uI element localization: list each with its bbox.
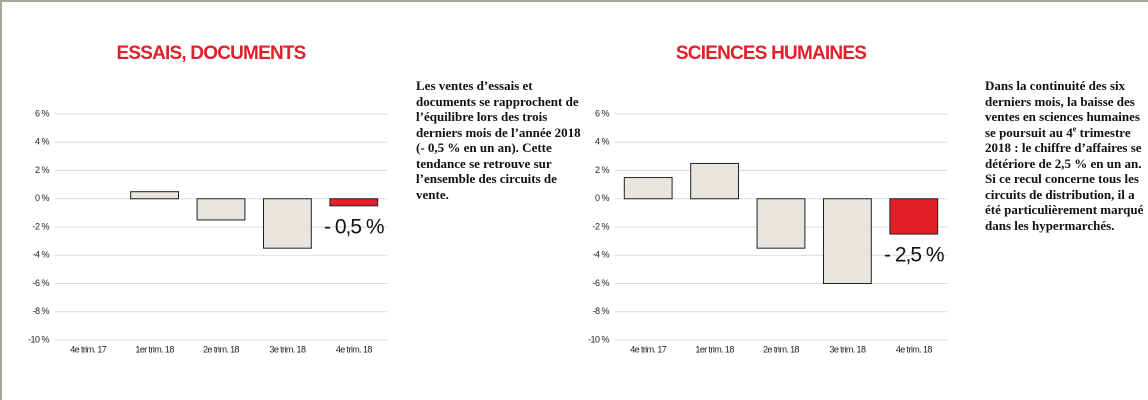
- y-tick-label: 2 %: [35, 165, 50, 175]
- x-tick-label: 3e trim. 18: [269, 344, 306, 354]
- y-tick-label: -8 %: [592, 306, 609, 316]
- y-tick-label: 6 %: [35, 108, 50, 118]
- y-tick-label: 4 %: [35, 137, 50, 147]
- x-tick-label: 4e trim. 18: [336, 344, 373, 354]
- bar: [130, 191, 180, 200]
- bar: [690, 162, 740, 200]
- x-tick-label: 1er trim. 18: [695, 344, 734, 354]
- note: Dans la continuité des six derniers mois…: [985, 78, 1145, 233]
- data-label: - 2,5 %: [884, 244, 944, 267]
- bar: [329, 198, 379, 207]
- x-tick-label: 4e trim. 18: [896, 344, 933, 354]
- bar: [262, 198, 312, 249]
- superscript: e: [1072, 124, 1077, 134]
- y-tick-label: -8 %: [32, 306, 49, 316]
- y-tick-label: -6 %: [592, 278, 609, 288]
- x-tick-label: 4e trim. 17: [70, 344, 107, 354]
- chart-title: ESSAIS, DOCUMENTS: [116, 43, 305, 64]
- x-tick-label: 4e trim. 17: [630, 344, 667, 354]
- note-text: Les ventes d’essais et documents se rapp…: [416, 78, 581, 202]
- y-tick-label: 0 %: [595, 193, 610, 203]
- y-tick-label: 4 %: [595, 137, 610, 147]
- bar: [623, 177, 673, 200]
- y-tick-label: -10 %: [28, 334, 50, 344]
- chart-title: SCIENCES HUMAINES: [676, 43, 866, 64]
- y-tick-label: 2 %: [595, 165, 610, 175]
- y-tick-label: -4 %: [592, 250, 609, 260]
- y-tick-label: 6 %: [595, 108, 610, 118]
- y-tick-label: 0 %: [35, 193, 50, 203]
- x-tick-label: 1er trim. 18: [135, 344, 174, 354]
- x-tick-label: 2e trim. 18: [763, 344, 800, 354]
- y-tick-label: -2 %: [592, 221, 609, 231]
- y-tick-label: -6 %: [32, 278, 49, 288]
- x-tick-label: 3e trim. 18: [829, 344, 866, 354]
- note: Les ventes d’essais et documents se rapp…: [416, 78, 584, 202]
- y-tick-label: -10 %: [588, 334, 610, 344]
- note-text: Dans la continuité des six derniers mois…: [985, 78, 1140, 140]
- bar: [822, 198, 872, 284]
- y-tick-label: -2 %: [32, 221, 49, 231]
- bar: [889, 198, 939, 235]
- bar: [756, 198, 806, 249]
- x-tick-label: 2e trim. 18: [203, 344, 240, 354]
- data-label: - 0,5 %: [324, 215, 384, 238]
- bar: [196, 198, 246, 221]
- note-text: trimestre 2018 : le chiffre d’affaires s…: [985, 124, 1144, 233]
- y-tick-label: -4 %: [32, 250, 49, 260]
